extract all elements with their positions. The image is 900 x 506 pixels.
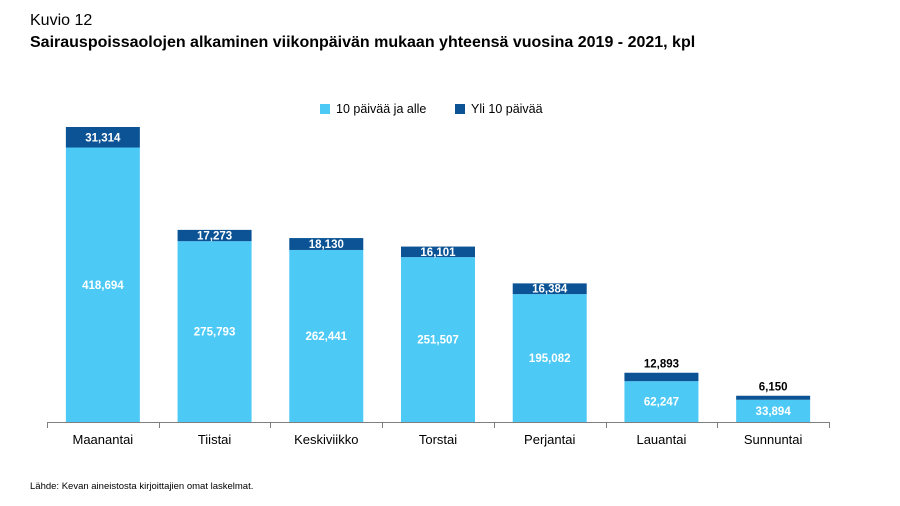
- x-tick-label: Maanantai: [72, 432, 133, 447]
- data-label-lower: 195,082: [529, 353, 571, 365]
- legend: 10 päivää ja alle Yli 10 päivää: [320, 102, 543, 116]
- data-label-upper: 17,273: [197, 231, 232, 243]
- x-tick-label: Tiistai: [198, 432, 232, 447]
- legend-label: Yli 10 päivää: [471, 102, 543, 116]
- data-label-lower: 62,247: [644, 397, 679, 409]
- x-tick-label: Perjantai: [524, 432, 575, 447]
- data-label-lower: 275,793: [194, 327, 236, 339]
- bar-segment-upper: [289, 238, 364, 250]
- x-tick-label: Keskiviikko: [294, 432, 358, 447]
- x-axis: Maanantai Tiistai Keskiviikko Torstai Perjan…: [47, 422, 830, 447]
- figure-label: Kuvio 12: [30, 12, 93, 29]
- data-label-lower: 251,507: [417, 335, 459, 347]
- bars: 418,694 31,314 275,793 17,273 262,441 18,130 2…: [65, 127, 811, 422]
- legend-swatch: [320, 104, 330, 114]
- x-tick-label: Sunnuntai: [744, 432, 803, 447]
- data-label-upper: 16,384: [532, 284, 568, 296]
- bar-segment-lower: [736, 399, 811, 422]
- data-label-upper: 12,893: [644, 359, 679, 371]
- data-label-lower: 33,894: [756, 406, 792, 418]
- data-label-upper: 6,150: [759, 382, 788, 394]
- bar-segment-lower: [177, 241, 252, 422]
- data-label-lower: 418,694: [82, 280, 124, 292]
- bar-segment-lower: [512, 294, 587, 422]
- bar-segment-upper: [177, 229, 252, 242]
- chart-title: Sairauspoissaolojen alkaminen viikonpäiv…: [30, 34, 696, 51]
- data-label-lower: 262,441: [305, 331, 347, 343]
- bar-segment-lower: [65, 147, 140, 422]
- data-label-upper: 16,101: [420, 247, 456, 259]
- bar-segment-lower: [289, 249, 364, 422]
- source-note: Lähde: Kevan aineistosta kirjoittajien o…: [30, 481, 254, 492]
- x-tick-label: Lauantai: [636, 432, 686, 447]
- legend-swatch: [455, 104, 465, 114]
- bar-segment-upper: [401, 246, 475, 258]
- bar-segment-lower: [401, 257, 475, 422]
- data-label-upper: 31,314: [85, 132, 121, 144]
- bar-segment-upper: [624, 372, 699, 382]
- legend-label: 10 päivää ja alle: [336, 102, 426, 116]
- x-tick-label: Torstai: [419, 432, 457, 447]
- data-label-upper: 18,130: [309, 239, 344, 251]
- bar-segment-upper: [736, 395, 811, 400]
- bar-segment-upper: [512, 283, 587, 295]
- bar-segment-upper: [65, 127, 140, 148]
- bar-segment-lower: [624, 381, 699, 422]
